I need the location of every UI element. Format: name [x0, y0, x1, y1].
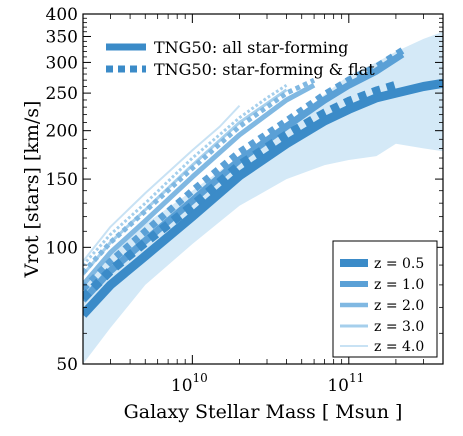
- x-tick-label: 1011: [327, 371, 364, 396]
- legend-redshift: z = 0.5 z = 1.0 z = 2.0 z = 3.0 z = 4.0: [332, 240, 438, 358]
- series-line-z40-solid: [83, 105, 241, 263]
- y-tick-label: 250: [46, 84, 78, 104]
- legend-z20-label: z = 2.0: [374, 298, 424, 314]
- x-axis-title: Galaxy Stellar Mass [ Msun ]: [124, 401, 403, 423]
- series-line-z30-dotted: [83, 83, 288, 267]
- series-line-z20-dotted: [83, 77, 316, 275]
- plot-frame: [82, 13, 444, 365]
- scatter-band: [83, 31, 443, 364]
- legend-style-dotted-label: TNG50: star-forming & flat: [154, 60, 375, 79]
- series-line-z10-dotted: [83, 47, 405, 292]
- y-tick-label: 150: [46, 170, 78, 190]
- y-axis-title: Vrot [stars] [km/s]: [21, 101, 43, 279]
- y-tick-label: 350: [46, 27, 78, 47]
- legend-z30-label: z = 3.0: [374, 319, 424, 335]
- y-tick-label: 200: [46, 122, 78, 142]
- y-tick-label: 400: [46, 5, 78, 25]
- legend-style-solid-label: TNG50: all star-forming: [154, 38, 348, 57]
- ticks-layer: [82, 13, 444, 365]
- legend-z05-label: z = 0.5: [374, 256, 424, 272]
- series-line-z05-solid: [83, 78, 443, 318]
- series-line-z20-solid: [83, 82, 316, 287]
- series-line-z05-dotted: [83, 80, 398, 302]
- y-tick-label: 50: [56, 355, 78, 375]
- legend-z10-label: z = 1.0: [374, 277, 424, 293]
- scatter-band-layer: [83, 31, 443, 364]
- y-tick-label: 100: [46, 238, 78, 258]
- legend-style: TNG50: all star-forming TNG50: star-form…: [106, 38, 375, 79]
- series-layer: [83, 47, 443, 318]
- legend-z40-label: z = 4.0: [374, 339, 424, 355]
- y-tick-label: 300: [46, 53, 78, 73]
